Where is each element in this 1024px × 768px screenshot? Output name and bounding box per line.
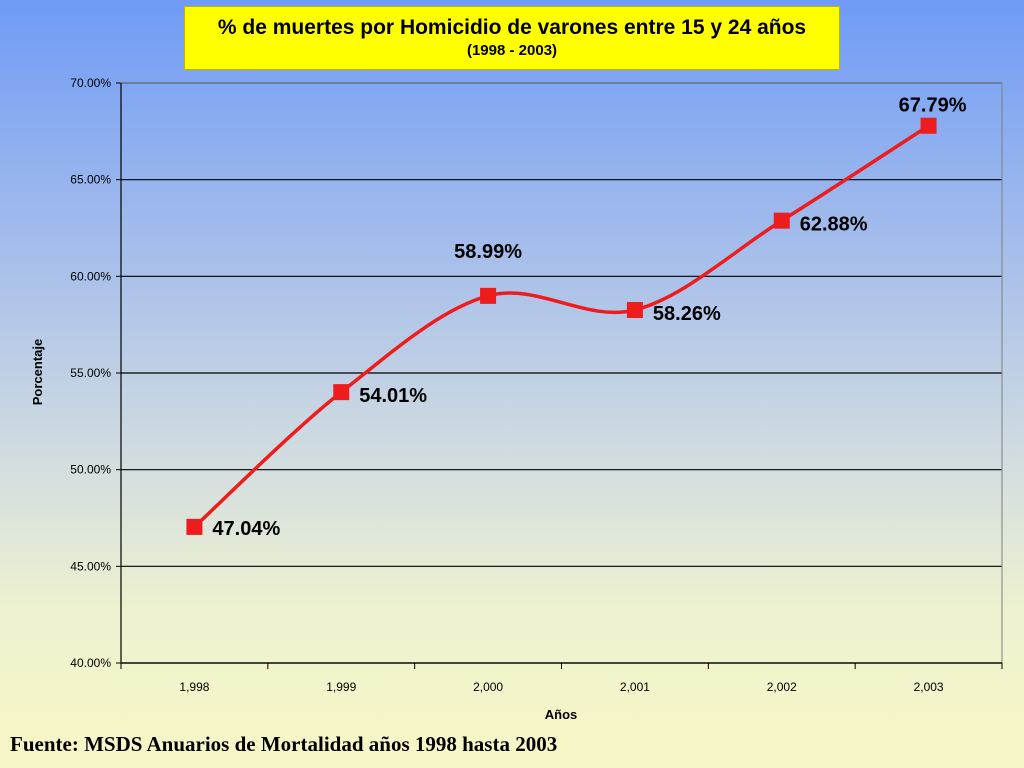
x-tick-label: 2,001 (620, 680, 650, 694)
series-line (193, 124, 930, 529)
data-point-marker (773, 212, 790, 229)
x-tick-label: 1,998 (179, 680, 209, 694)
x-axis-label: Años (545, 707, 578, 722)
y-tick-label: 65.00% (70, 173, 111, 187)
data-label: 62.88% (800, 214, 868, 236)
x-tick-label: 1,999 (326, 680, 356, 694)
chart-subtitle: (1998 - 2003) (466, 42, 558, 59)
data-label: 58.26% (653, 303, 721, 325)
x-tick-label: 2,000 (473, 680, 503, 694)
x-tick-label: 2,002 (767, 680, 797, 694)
y-tick-label: 55.00% (70, 366, 111, 380)
y-axis-label: Porcentaje (30, 339, 45, 405)
data-label: 47.04% (212, 518, 280, 540)
data-point-marker (626, 301, 643, 318)
data-point-marker (333, 384, 350, 401)
x-tick-label: 2,003 (914, 680, 944, 694)
data-label: 67.79% (899, 95, 967, 117)
source-note: Fuente: MSDS Anuarios de Mortalidad años… (10, 732, 558, 756)
y-tick-label: 70.00% (70, 76, 111, 90)
chart-title-box: % de muertes por Homicidio de varones en… (184, 6, 840, 70)
y-tick-label: 40.00% (70, 656, 111, 670)
data-point-marker (480, 287, 497, 304)
y-tick-label: 60.00% (70, 269, 111, 283)
data-point-marker (920, 117, 937, 134)
data-label: 58.99% (454, 241, 522, 263)
data-label: 54.01% (359, 385, 427, 407)
y-tick-label: 50.00% (70, 463, 111, 477)
chart-title: % de muertes por Homicidio de varones en… (217, 16, 807, 39)
y-tick-label: 45.00% (70, 559, 111, 573)
data-point-marker (186, 518, 203, 535)
